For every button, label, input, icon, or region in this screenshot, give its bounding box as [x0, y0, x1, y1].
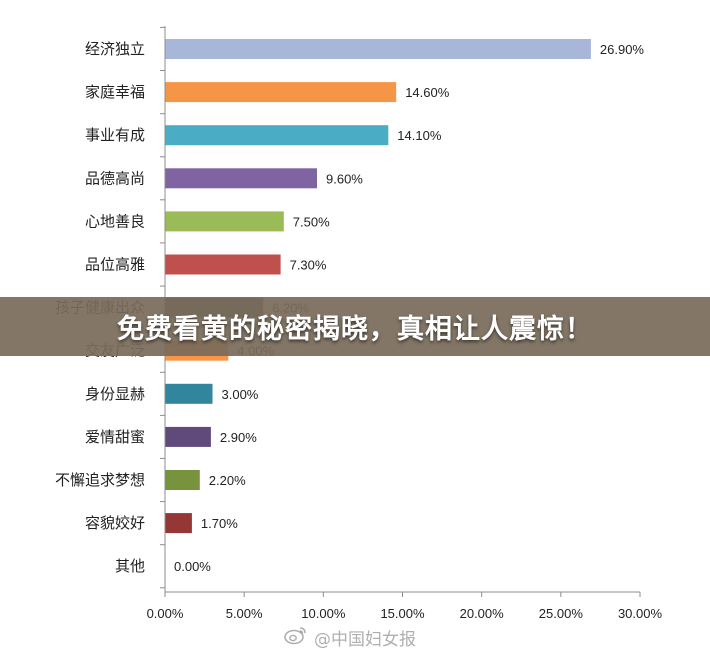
- x-tick-label-1: 5.00%: [226, 606, 263, 621]
- category-label-11: 容貌姣好: [85, 514, 145, 532]
- category-label-2: 事业有成: [85, 126, 145, 144]
- data-label-0: 26.90%: [600, 42, 645, 57]
- x-tick-label-6: 30.00%: [618, 606, 663, 621]
- x-tick-label-0: 0.00%: [147, 606, 184, 621]
- watermark-text: @中国妇女报: [314, 629, 416, 650]
- bar-3: [165, 168, 317, 189]
- data-label-1: 14.60%: [405, 85, 450, 100]
- category-label-8: 身份显赫: [85, 385, 145, 403]
- category-label-3: 品德高尚: [85, 169, 145, 187]
- data-label-2: 14.10%: [397, 128, 442, 143]
- x-tick-label-2: 10.00%: [301, 606, 346, 621]
- data-label-8: 3.00%: [222, 387, 259, 402]
- bars-group: [165, 39, 591, 534]
- data-label-11: 1.70%: [201, 516, 238, 531]
- data-label-4: 7.50%: [293, 214, 330, 229]
- x-tick-label-4: 20.00%: [460, 606, 505, 621]
- watermark: @中国妇女报: [284, 624, 416, 650]
- x-tick-label-5: 25.00%: [539, 606, 584, 621]
- bar-5: [165, 254, 281, 275]
- bar-0: [165, 39, 591, 59]
- category-label-4: 心地善良: [85, 212, 145, 230]
- data-label-10: 2.20%: [209, 473, 246, 488]
- bar-8: [165, 383, 213, 404]
- data-label-12: 0.00%: [174, 559, 211, 574]
- bar-1: [165, 82, 397, 103]
- bar-4: [165, 211, 284, 232]
- bar-2: [165, 125, 389, 146]
- category-label-5: 品位高雅: [85, 256, 145, 274]
- data-label-9: 2.90%: [220, 430, 257, 445]
- bar-9: [165, 426, 211, 447]
- weibo-icon: [284, 625, 308, 650]
- category-label-12: 其他: [115, 557, 145, 575]
- data-label-5: 7.30%: [290, 258, 327, 273]
- headline-banner: 免费看黄的秘密揭晓，真相让人震惊！: [0, 297, 710, 356]
- data-label-3: 9.60%: [326, 171, 363, 186]
- bar-10: [165, 470, 200, 490]
- category-label-9: 爱情甜蜜: [85, 428, 145, 446]
- bar-11: [165, 513, 192, 534]
- category-label-1: 家庭幸福: [85, 83, 145, 101]
- headline-text: 免费看黄的秘密揭晓，真相让人震惊！: [117, 314, 593, 345]
- x-tick-label-3: 15.00%: [380, 606, 425, 621]
- category-label-10: 不懈追求梦想: [55, 471, 145, 489]
- category-label-0: 经济独立: [85, 40, 145, 58]
